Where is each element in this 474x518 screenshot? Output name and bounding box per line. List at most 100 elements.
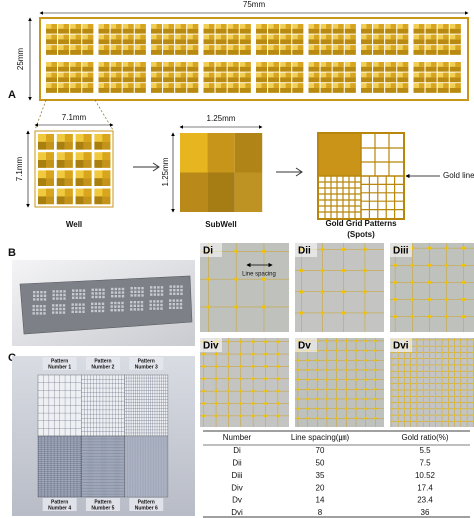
subwell-block xyxy=(180,172,208,212)
gold-spot xyxy=(344,387,348,391)
spot xyxy=(59,311,62,314)
spot xyxy=(110,309,113,312)
spot xyxy=(71,307,74,310)
gold-spot xyxy=(397,382,400,385)
gold-spot xyxy=(390,389,393,391)
pattern-label: Number 6 xyxy=(135,505,158,511)
spot xyxy=(111,291,114,294)
subwell-shade xyxy=(344,66,356,72)
gold-spot xyxy=(363,289,367,294)
spot xyxy=(179,299,183,302)
gold-spot xyxy=(276,340,280,344)
spot xyxy=(156,300,160,303)
gold-spot xyxy=(422,357,425,360)
spot xyxy=(82,307,85,310)
subwell-shade xyxy=(70,66,82,72)
subwell-shade xyxy=(104,34,110,40)
spot xyxy=(150,293,153,296)
subwell-shade xyxy=(385,66,397,72)
subwell-shade xyxy=(46,77,57,83)
subwell-shade xyxy=(128,34,134,40)
subwell-shade xyxy=(46,152,54,160)
subwell-shade xyxy=(58,77,70,83)
subwell-shade xyxy=(64,170,73,179)
gold-spot xyxy=(403,376,406,379)
subwell-shade xyxy=(366,72,372,78)
spot xyxy=(63,297,66,300)
subwell-shade xyxy=(268,39,280,45)
subwell-shade xyxy=(297,62,304,67)
spot xyxy=(102,288,105,291)
subwell-shade xyxy=(168,72,175,78)
subwell-shade xyxy=(94,141,103,150)
subwell-shade xyxy=(134,88,146,93)
gold-spot xyxy=(390,407,393,410)
subwell-shade xyxy=(116,83,122,88)
spot xyxy=(36,308,39,311)
gold-spot xyxy=(325,368,329,372)
subwell-shade xyxy=(102,196,111,205)
subwell-shade xyxy=(38,160,46,168)
subwell-shade xyxy=(366,62,372,67)
gold-spot xyxy=(335,349,338,352)
pattern-label: Number 2 xyxy=(91,364,114,370)
subwell-shade xyxy=(455,83,461,88)
well-caption: Well xyxy=(66,220,82,229)
subwell-shade xyxy=(151,66,162,72)
gold-spot xyxy=(466,345,468,348)
table-cell: Dii xyxy=(232,459,242,468)
subwell-shade xyxy=(58,66,70,72)
subwell-shade xyxy=(297,34,304,40)
subwell-shade xyxy=(140,24,146,29)
gold-spot xyxy=(264,340,268,344)
gold-spot xyxy=(264,402,268,406)
gold-spot xyxy=(341,247,346,252)
spot xyxy=(59,304,62,307)
subwell-shade xyxy=(308,39,320,45)
subwell-shade xyxy=(314,72,320,78)
spot xyxy=(91,295,94,299)
gold-spot xyxy=(422,370,425,373)
gold-spot xyxy=(453,382,456,385)
subwell-shade xyxy=(443,24,449,29)
subwell-shade xyxy=(104,62,110,67)
subwell-shade xyxy=(102,141,111,150)
gold-spot xyxy=(335,339,338,343)
gold-spot xyxy=(422,376,425,379)
gold-spot xyxy=(202,364,206,368)
spot xyxy=(36,305,39,308)
gold-spot xyxy=(354,358,358,362)
spot xyxy=(153,303,156,307)
gold-spot xyxy=(344,349,348,352)
subwell-shade xyxy=(156,72,162,78)
subwell-shade xyxy=(366,45,372,50)
spot xyxy=(133,308,136,311)
subwell-shade xyxy=(273,83,280,88)
spot xyxy=(82,310,85,313)
gold-spot xyxy=(427,297,432,302)
subwell-shade xyxy=(51,83,57,88)
gold-spot xyxy=(447,389,450,391)
gold-spot xyxy=(453,389,456,391)
gold-spot xyxy=(335,368,338,372)
subwell-shade xyxy=(455,62,461,67)
table-cell: Dv xyxy=(232,496,242,505)
subwell-shade xyxy=(419,62,425,67)
gold-spot xyxy=(422,389,425,391)
subwell-shade xyxy=(46,28,57,34)
spot xyxy=(180,285,183,288)
subwell-shade xyxy=(431,83,437,88)
gold-spot xyxy=(441,338,443,341)
gold-spot xyxy=(459,345,462,348)
subwell-shade xyxy=(292,28,304,34)
spot xyxy=(141,287,144,290)
subwell-shade xyxy=(326,34,332,40)
spot xyxy=(133,304,136,307)
subwell-shade xyxy=(397,28,409,34)
gold-spot xyxy=(453,364,456,366)
subwell-shade xyxy=(326,62,332,67)
subwell-shade xyxy=(122,39,134,45)
subwell-shade xyxy=(75,141,84,150)
gold-spot xyxy=(416,345,418,348)
gold-spot xyxy=(226,364,230,368)
